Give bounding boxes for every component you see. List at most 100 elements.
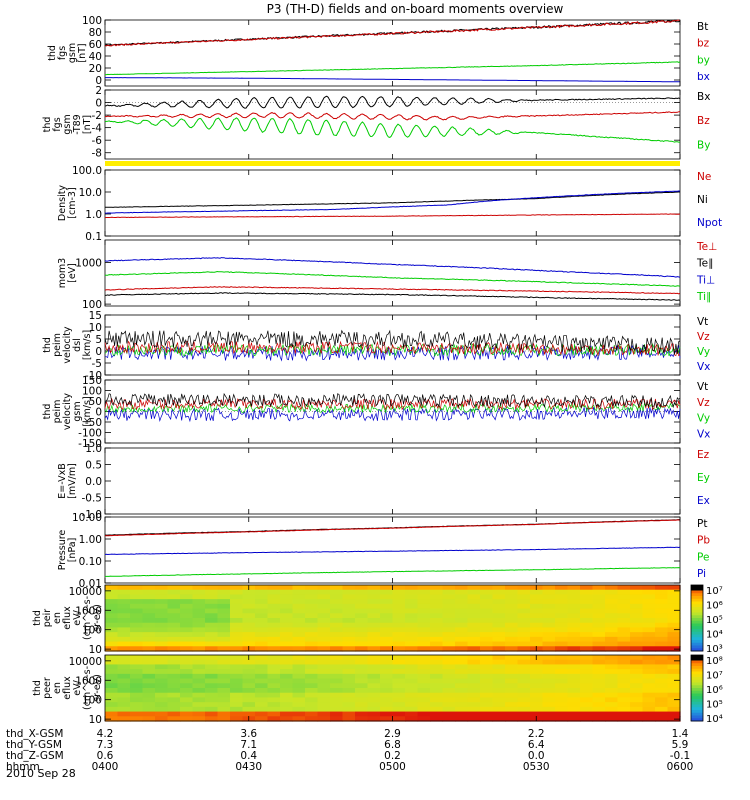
heatmap-cell (142, 711, 156, 717)
heatmap-cell (580, 702, 594, 708)
heatmap-cell (580, 673, 594, 680)
heatmap-cell (667, 702, 681, 708)
heatmap-cell (655, 678, 669, 684)
heatmap-cell (442, 599, 456, 605)
colorbar-cell (691, 590, 703, 594)
colorbar-cell (691, 585, 703, 589)
legend-entry: Te⊥ (696, 241, 717, 253)
heatmap-cell (280, 646, 294, 652)
y-tick-label: 0.1 (85, 231, 102, 243)
heatmap-cell (667, 683, 681, 689)
heatmap-cell (267, 594, 281, 600)
heatmap-cell (455, 636, 469, 643)
heatmap-cell (542, 688, 556, 694)
heatmap-cell (280, 664, 294, 670)
heatmap-cell (217, 603, 231, 610)
heatmap-cell (367, 627, 381, 633)
heatmap-cell (655, 659, 669, 666)
heatmap-cell (342, 627, 356, 633)
heatmap-cell (192, 603, 206, 610)
heatmap-cell (517, 608, 531, 614)
heatmap-cell (542, 627, 556, 633)
heatmap-cell (467, 594, 481, 600)
heatmap-cell (642, 673, 656, 680)
heatmap-cell (542, 641, 556, 647)
heatmap-cell (392, 613, 406, 619)
heatmap-cell (405, 622, 419, 629)
heatmap-cell (280, 603, 294, 610)
heatmap-cell (105, 692, 119, 699)
colorbar-cell (691, 677, 703, 681)
heatmap-cell (205, 702, 219, 708)
heatmap-cell (505, 673, 519, 680)
heatmap-cell (117, 716, 131, 722)
heatmap-cell (317, 641, 331, 647)
heatmap-cell (630, 613, 644, 619)
heatmap-cell (280, 618, 294, 624)
heatmap-cell (255, 618, 269, 624)
heatmap-cell (155, 664, 169, 670)
y-tick-label: 50 (89, 396, 102, 408)
series-line-vt (104, 392, 681, 409)
heatmap-cell (342, 688, 356, 694)
heatmap-cell (442, 664, 456, 670)
heatmap-cell (242, 641, 256, 647)
x-row-value: 7.3 (97, 739, 114, 751)
legend-entry: Pb (697, 535, 710, 547)
heatmap-cell (642, 669, 656, 675)
heatmap-cell (317, 636, 331, 643)
heatmap-cell (217, 622, 231, 629)
heatmap-cell (592, 706, 606, 713)
heatmap-cell (167, 589, 181, 596)
heatmap-cell (217, 641, 231, 647)
heatmap-cell (217, 585, 231, 591)
colorbar-cell (691, 640, 703, 644)
heatmap-cell (217, 655, 231, 661)
heatmap-cell (505, 664, 519, 670)
heatmap-cell (542, 659, 556, 666)
heatmap-cell (567, 622, 581, 629)
heatmap-cell (617, 711, 631, 717)
heatmap-cell (367, 632, 381, 638)
heatmap-cell (630, 706, 644, 713)
heatmap-cell (555, 697, 569, 703)
heatmap-cell (555, 678, 569, 684)
heatmap-cell (217, 594, 231, 600)
heatmap-cell (655, 641, 669, 647)
heatmap-cell (392, 618, 406, 624)
heatmap-cell (330, 622, 344, 629)
heatmap-cell (517, 655, 531, 661)
heatmap-cell (130, 594, 144, 600)
heatmap-cell (405, 716, 419, 722)
heatmap-cell (492, 627, 506, 633)
heatmap-cell (292, 641, 306, 647)
heatmap-cell (192, 673, 206, 680)
heatmap-cell (417, 697, 431, 703)
heatmap-cell (405, 632, 419, 638)
heatmap-cell (367, 711, 381, 717)
heatmap-cell (330, 683, 344, 689)
heatmap-cell (380, 664, 394, 670)
heatmap-cell (192, 622, 206, 629)
heatmap-cell (492, 683, 506, 689)
heatmap-cell (142, 688, 156, 694)
heatmap-cell (230, 622, 244, 629)
heatmap-cell (505, 641, 519, 647)
heatmap-cell (305, 608, 319, 614)
heatmap-cell (367, 603, 381, 610)
heatmap-cell (630, 711, 644, 717)
heatmap-cell (355, 697, 369, 703)
heatmap-cell (642, 613, 656, 619)
heatmap-cell (517, 678, 531, 684)
heatmap-cell (392, 585, 406, 591)
heatmap-cell (455, 603, 469, 610)
heatmap-cell (667, 706, 681, 713)
heatmap-cell (605, 716, 619, 722)
heatmap-cell (455, 622, 469, 629)
heatmap-cell (180, 655, 194, 661)
heatmap-cell (267, 711, 281, 717)
heatmap-cell (617, 688, 631, 694)
heatmap-cell (317, 678, 331, 684)
